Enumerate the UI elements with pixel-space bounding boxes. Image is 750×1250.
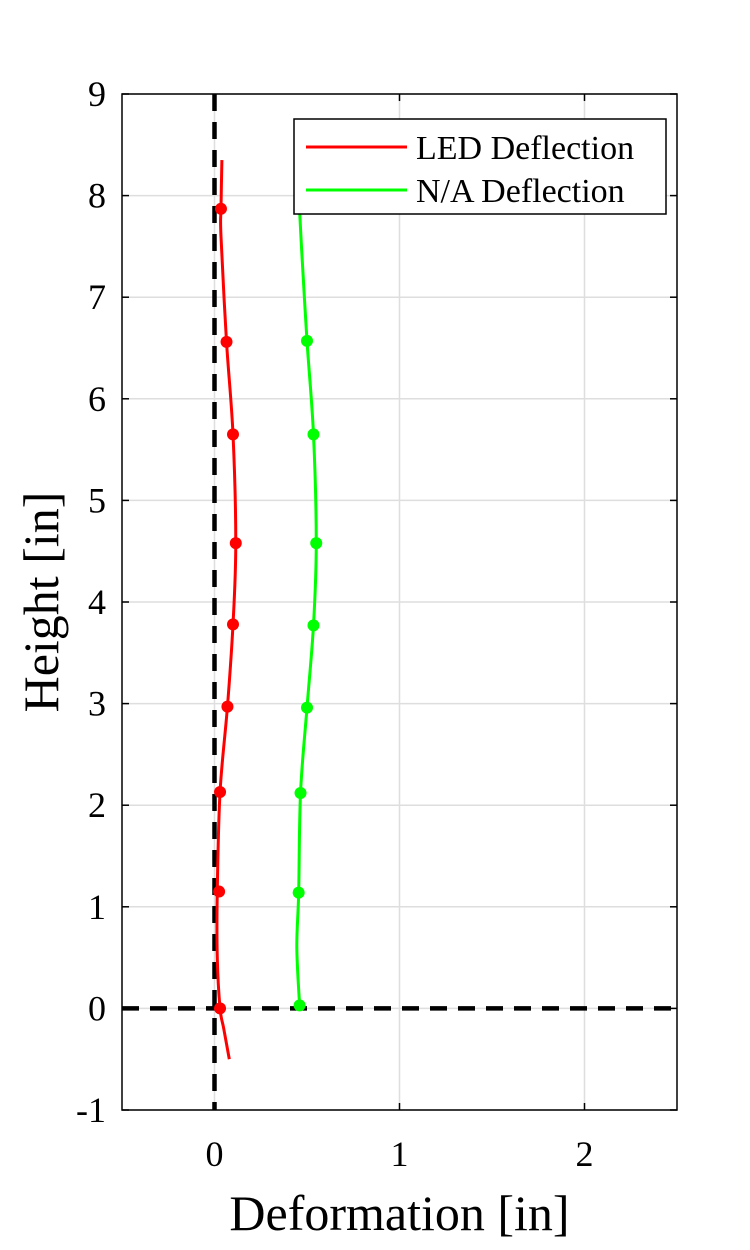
led-deflection-point xyxy=(220,335,233,348)
led-deflection-point xyxy=(214,1002,227,1015)
y-tick-label: 5 xyxy=(88,480,106,520)
n-a-deflection-point xyxy=(307,619,320,632)
y-tick-label: 3 xyxy=(88,684,106,724)
led-deflection-point xyxy=(227,618,239,631)
legend-label-led-deflection: LED Deflection xyxy=(416,130,634,167)
x-tick-label: 1 xyxy=(391,1134,409,1174)
led-deflection-point xyxy=(221,700,234,713)
x-axis-label: Deformation [in] xyxy=(229,1185,569,1241)
legend-label-n-a-deflection: N/A Deflection xyxy=(416,173,625,210)
tick-labels: 0 1 2 -1 0 1 2 3 4 5 6 7 8 9 xyxy=(76,74,677,1174)
y-tick-label: -1 xyxy=(76,1090,106,1130)
legend-box xyxy=(293,118,667,215)
legend: LED Deflection N/A Deflection xyxy=(293,118,667,215)
n-a-deflection-point xyxy=(301,334,313,347)
y-tick-label: 8 xyxy=(88,176,106,216)
y-tick-label: 9 xyxy=(88,74,106,114)
x-tick-label: 0 xyxy=(206,1134,224,1174)
n-a-deflection-point xyxy=(301,701,313,714)
led-deflection-point xyxy=(213,885,226,898)
led-deflection-point xyxy=(229,537,242,550)
y-axis-label: Height [in] xyxy=(13,492,69,713)
led-deflection-point xyxy=(214,785,227,798)
y-tick-label: 7 xyxy=(88,277,106,317)
n-a-deflection-point xyxy=(307,428,320,441)
y-tick-label: 6 xyxy=(88,379,106,419)
y-tick-label: 1 xyxy=(88,887,106,927)
y-tick-label: 2 xyxy=(88,785,106,825)
n-a-deflection-point xyxy=(294,787,307,800)
led-deflection-point xyxy=(214,202,227,215)
led-deflection-point xyxy=(227,428,239,441)
x-tick-label: 2 xyxy=(576,1134,594,1174)
n-a-deflection-point xyxy=(310,537,323,550)
led-deflection-line xyxy=(215,160,238,1060)
series-group xyxy=(213,160,323,1060)
y-tick-label: 4 xyxy=(88,582,106,622)
n-a-deflection-point xyxy=(293,999,306,1012)
n-a-deflection-point xyxy=(292,886,305,899)
y-tick-label: 0 xyxy=(88,988,106,1028)
